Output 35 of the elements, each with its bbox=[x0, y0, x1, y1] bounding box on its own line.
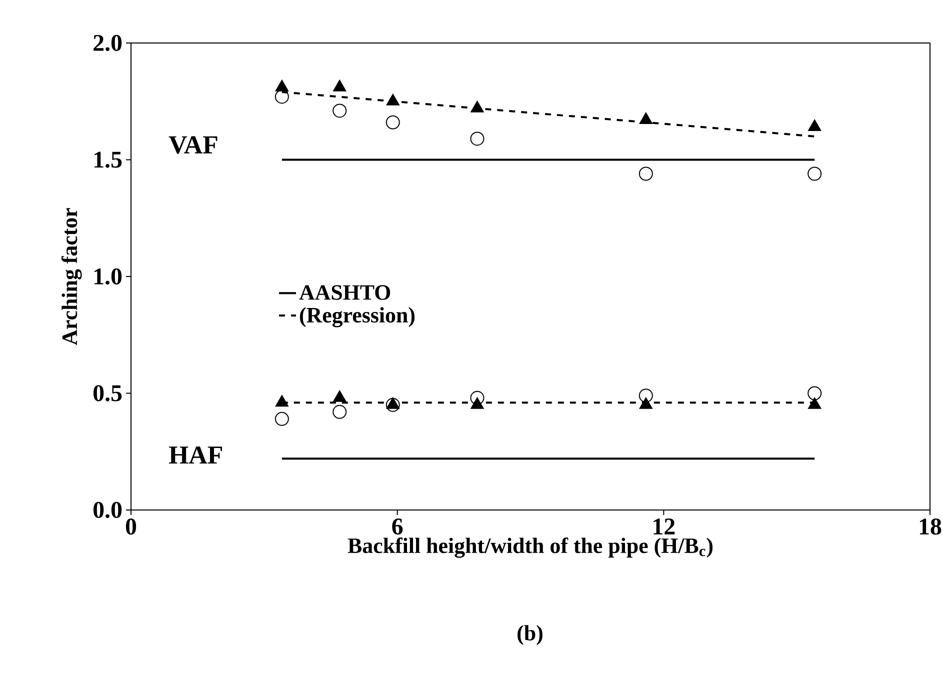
point bbox=[332, 404, 347, 419]
x-tick-label: 6 bbox=[392, 518, 403, 535]
point bbox=[470, 132, 484, 146]
point bbox=[275, 80, 288, 92]
point bbox=[386, 94, 400, 106]
x-tick-label: 12 bbox=[654, 518, 675, 534]
point bbox=[274, 90, 289, 104]
y-tick-label: 0.5 bbox=[94, 385, 122, 402]
point bbox=[275, 395, 288, 407]
annotation: HAF bbox=[168, 446, 222, 464]
legend-label: AASHTO bbox=[299, 285, 390, 300]
point bbox=[386, 398, 400, 412]
y-tick-label: 1.0 bbox=[94, 268, 122, 285]
point bbox=[639, 112, 652, 124]
y-tick-label: 0.0 bbox=[94, 502, 122, 518]
legend-label: (Regression) bbox=[300, 307, 415, 328]
text: (b) bbox=[518, 625, 542, 645]
point bbox=[638, 388, 653, 403]
y-axis-title: Arching factor bbox=[61, 208, 82, 346]
point bbox=[470, 100, 484, 112]
point bbox=[332, 104, 347, 118]
point bbox=[808, 120, 822, 132]
point bbox=[808, 166, 822, 181]
x-axis-title: Backfill height/width of the pipe (H/B$_{c}$) bbox=[348, 537, 713, 558]
point bbox=[333, 80, 346, 92]
point bbox=[386, 115, 400, 130]
point bbox=[808, 386, 822, 400]
point bbox=[274, 412, 289, 426]
x-tick-label: 18 bbox=[920, 518, 942, 535]
y-tick-label: 2.0 bbox=[94, 34, 122, 52]
x-tick-label: 0 bbox=[126, 518, 136, 535]
point bbox=[638, 166, 653, 181]
annotation: VAF bbox=[168, 136, 218, 154]
y-tick-label: 1.5 bbox=[94, 152, 122, 168]
point bbox=[470, 390, 484, 405]
